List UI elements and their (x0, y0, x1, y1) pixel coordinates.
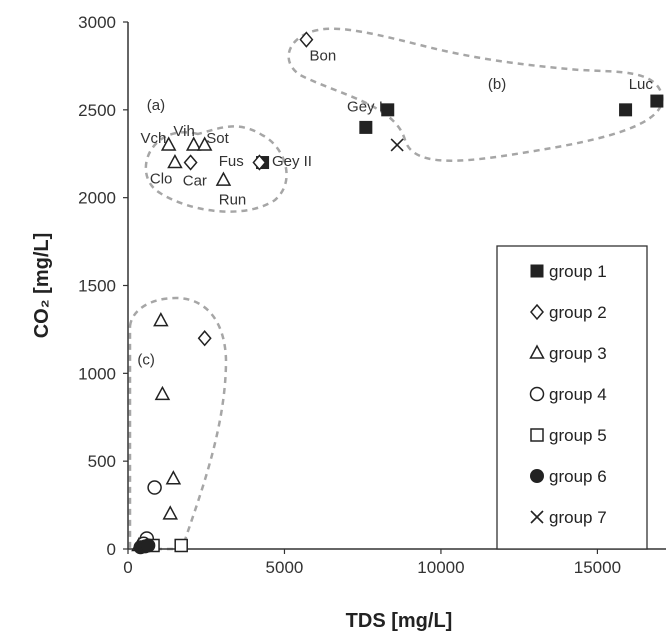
legend-box (496, 245, 648, 550)
point-annotation: Car (183, 172, 207, 189)
point-annotation: Clo (150, 171, 173, 188)
region-label: (c) (137, 352, 155, 369)
data-point-group-6 (141, 538, 156, 553)
point-annotation: Sot (206, 130, 229, 147)
data-point-group-3 (162, 505, 179, 520)
y-tick-label: 1500 (78, 277, 116, 296)
data-point-group-4 (147, 480, 162, 495)
legend-label: group 6 (549, 467, 607, 486)
data-point-group-2 (197, 330, 212, 347)
cross-stroke (390, 138, 404, 152)
region-b-outline (287, 27, 664, 162)
data-point-group-3 (160, 136, 177, 151)
data-points (131, 31, 664, 555)
y-tick-label: 1000 (78, 364, 116, 383)
legend-marker (529, 344, 545, 359)
legend-marker (530, 469, 544, 483)
data-point-group-1 (359, 120, 373, 134)
axes: 0 5000 10000 15000 0 500 1000 1500 2000 2500 3000 (78, 13, 666, 577)
point-annotation: Fus (219, 153, 244, 170)
point-annotation: Vch (141, 130, 167, 147)
region-label: (a) (147, 97, 165, 114)
legend-label: group 3 (549, 344, 607, 363)
data-point-group-2 (252, 154, 267, 171)
legend-marker (529, 386, 545, 402)
data-point-group-3 (165, 470, 182, 485)
region-label: (b) (488, 76, 506, 93)
legend-marker (530, 264, 544, 278)
x-tick-label: 15000 (574, 558, 621, 577)
data-point-group-2 (299, 31, 314, 48)
y-tick-label: 2500 (78, 101, 116, 120)
region-outlines (128, 27, 664, 551)
point-annotation: Gey I (347, 99, 383, 116)
legend-label: group 5 (549, 426, 607, 445)
y-axis-title: CO₂ [mg/L] (31, 233, 53, 339)
y-tick-label: 3000 (78, 13, 116, 32)
legend-marker (530, 510, 544, 524)
data-point-group-3 (196, 136, 213, 151)
data-point-group-7 (390, 138, 404, 152)
region-a-outline (144, 125, 288, 213)
legend-label: group 7 (549, 508, 607, 527)
data-point-group-1 (381, 103, 395, 117)
legend-marker (530, 303, 544, 321)
legend-marker (530, 428, 544, 442)
data-point-group-3 (185, 136, 202, 151)
legend-item: group 6 (530, 467, 607, 486)
data-point-group-5 (174, 538, 188, 553)
x-tick-label: 5000 (266, 558, 304, 577)
data-point-group-3 (154, 385, 171, 401)
legend-item: group 1 (530, 262, 607, 281)
legend-item: group 7 (530, 508, 607, 527)
data-point-group-3 (153, 312, 169, 327)
data-point-group-1 (650, 94, 664, 108)
legend-item: group 3 (529, 344, 607, 363)
legend-label: group 1 (549, 262, 607, 281)
point-annotation: Vih (173, 123, 194, 140)
x-axis-title: TDS [mg/L] (346, 610, 453, 632)
y-tick-label: 2000 (78, 189, 116, 208)
point-annotation: Luc (629, 76, 654, 93)
y-tick-label: 500 (88, 452, 116, 471)
legend-item: group 2 (530, 303, 607, 322)
point-annotation: Bon (310, 48, 337, 65)
x-tick-label: 0 (123, 558, 132, 577)
data-point-group-1 (619, 103, 633, 117)
cross-stroke (530, 510, 544, 524)
point-annotation: Gey II (272, 153, 312, 170)
data-point-group-3 (167, 153, 183, 169)
legend-item: group 5 (530, 426, 607, 445)
legend: group 1 group 2 group 3 group 4 group 5 group… (496, 245, 648, 550)
point-annotation: Run (219, 192, 247, 209)
legend-item: group 4 (529, 385, 607, 404)
x-tick-label: 10000 (417, 558, 464, 577)
data-point-group-3 (215, 171, 232, 186)
legend-label: group 4 (549, 385, 607, 404)
data-point-group-2 (183, 154, 198, 171)
point-annotations: Bon Gey I Luc Vch Vih Sot Fus Gey II Clo Car Run (a… (137, 48, 653, 369)
y-tick-label: 0 (107, 540, 116, 559)
region-c-outline (128, 296, 228, 551)
legend-label: group 2 (549, 303, 607, 322)
